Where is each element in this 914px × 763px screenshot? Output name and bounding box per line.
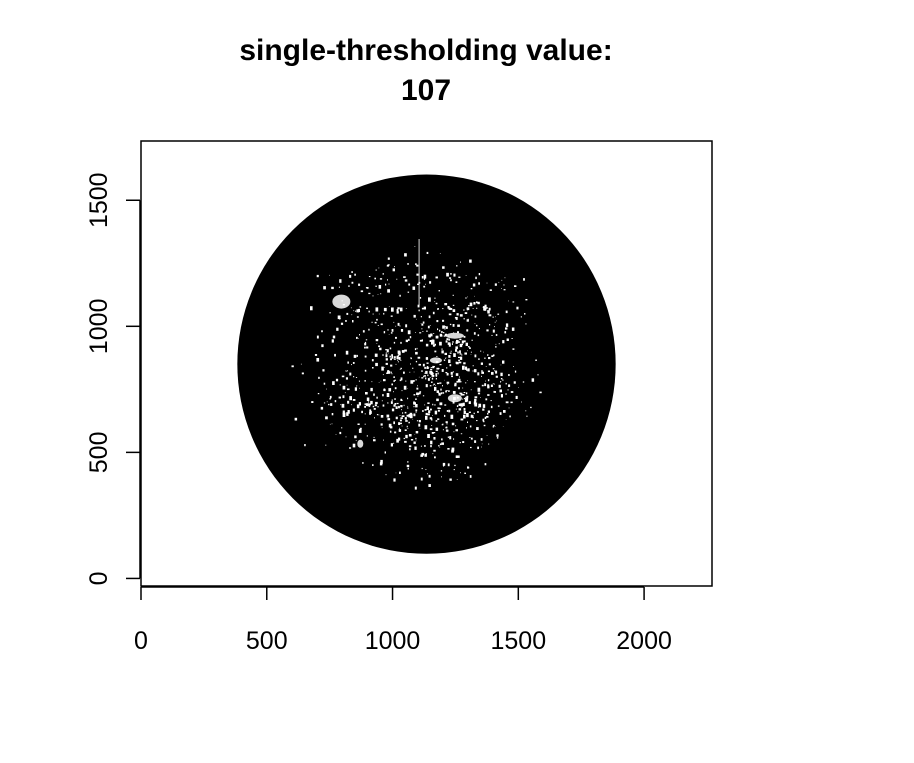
- chart-title-line-2: 107: [400, 74, 452, 107]
- y-tick-label: 0: [85, 571, 113, 585]
- chart-title-line-1: single-thresholding value:: [239, 34, 613, 67]
- thresholded-disk: [237, 174, 616, 554]
- speckle-group: [291, 238, 542, 490]
- x-tick-label: 1500: [491, 627, 547, 655]
- x-tick-label: 0: [134, 627, 148, 655]
- x-tick-label: 2000: [616, 627, 672, 655]
- x-tick-label: 1000: [365, 627, 421, 655]
- y-tick-label: 1500: [85, 172, 113, 228]
- y-axis: 0 500 1000 1500: [85, 172, 141, 585]
- x-tick-label: 500: [246, 627, 288, 655]
- plot-border: [140, 140, 713, 587]
- y-tick-label: 500: [85, 432, 113, 474]
- y-tick-label: 1000: [85, 298, 113, 354]
- x-axis: 0 500 1000 1500 2000: [134, 586, 672, 655]
